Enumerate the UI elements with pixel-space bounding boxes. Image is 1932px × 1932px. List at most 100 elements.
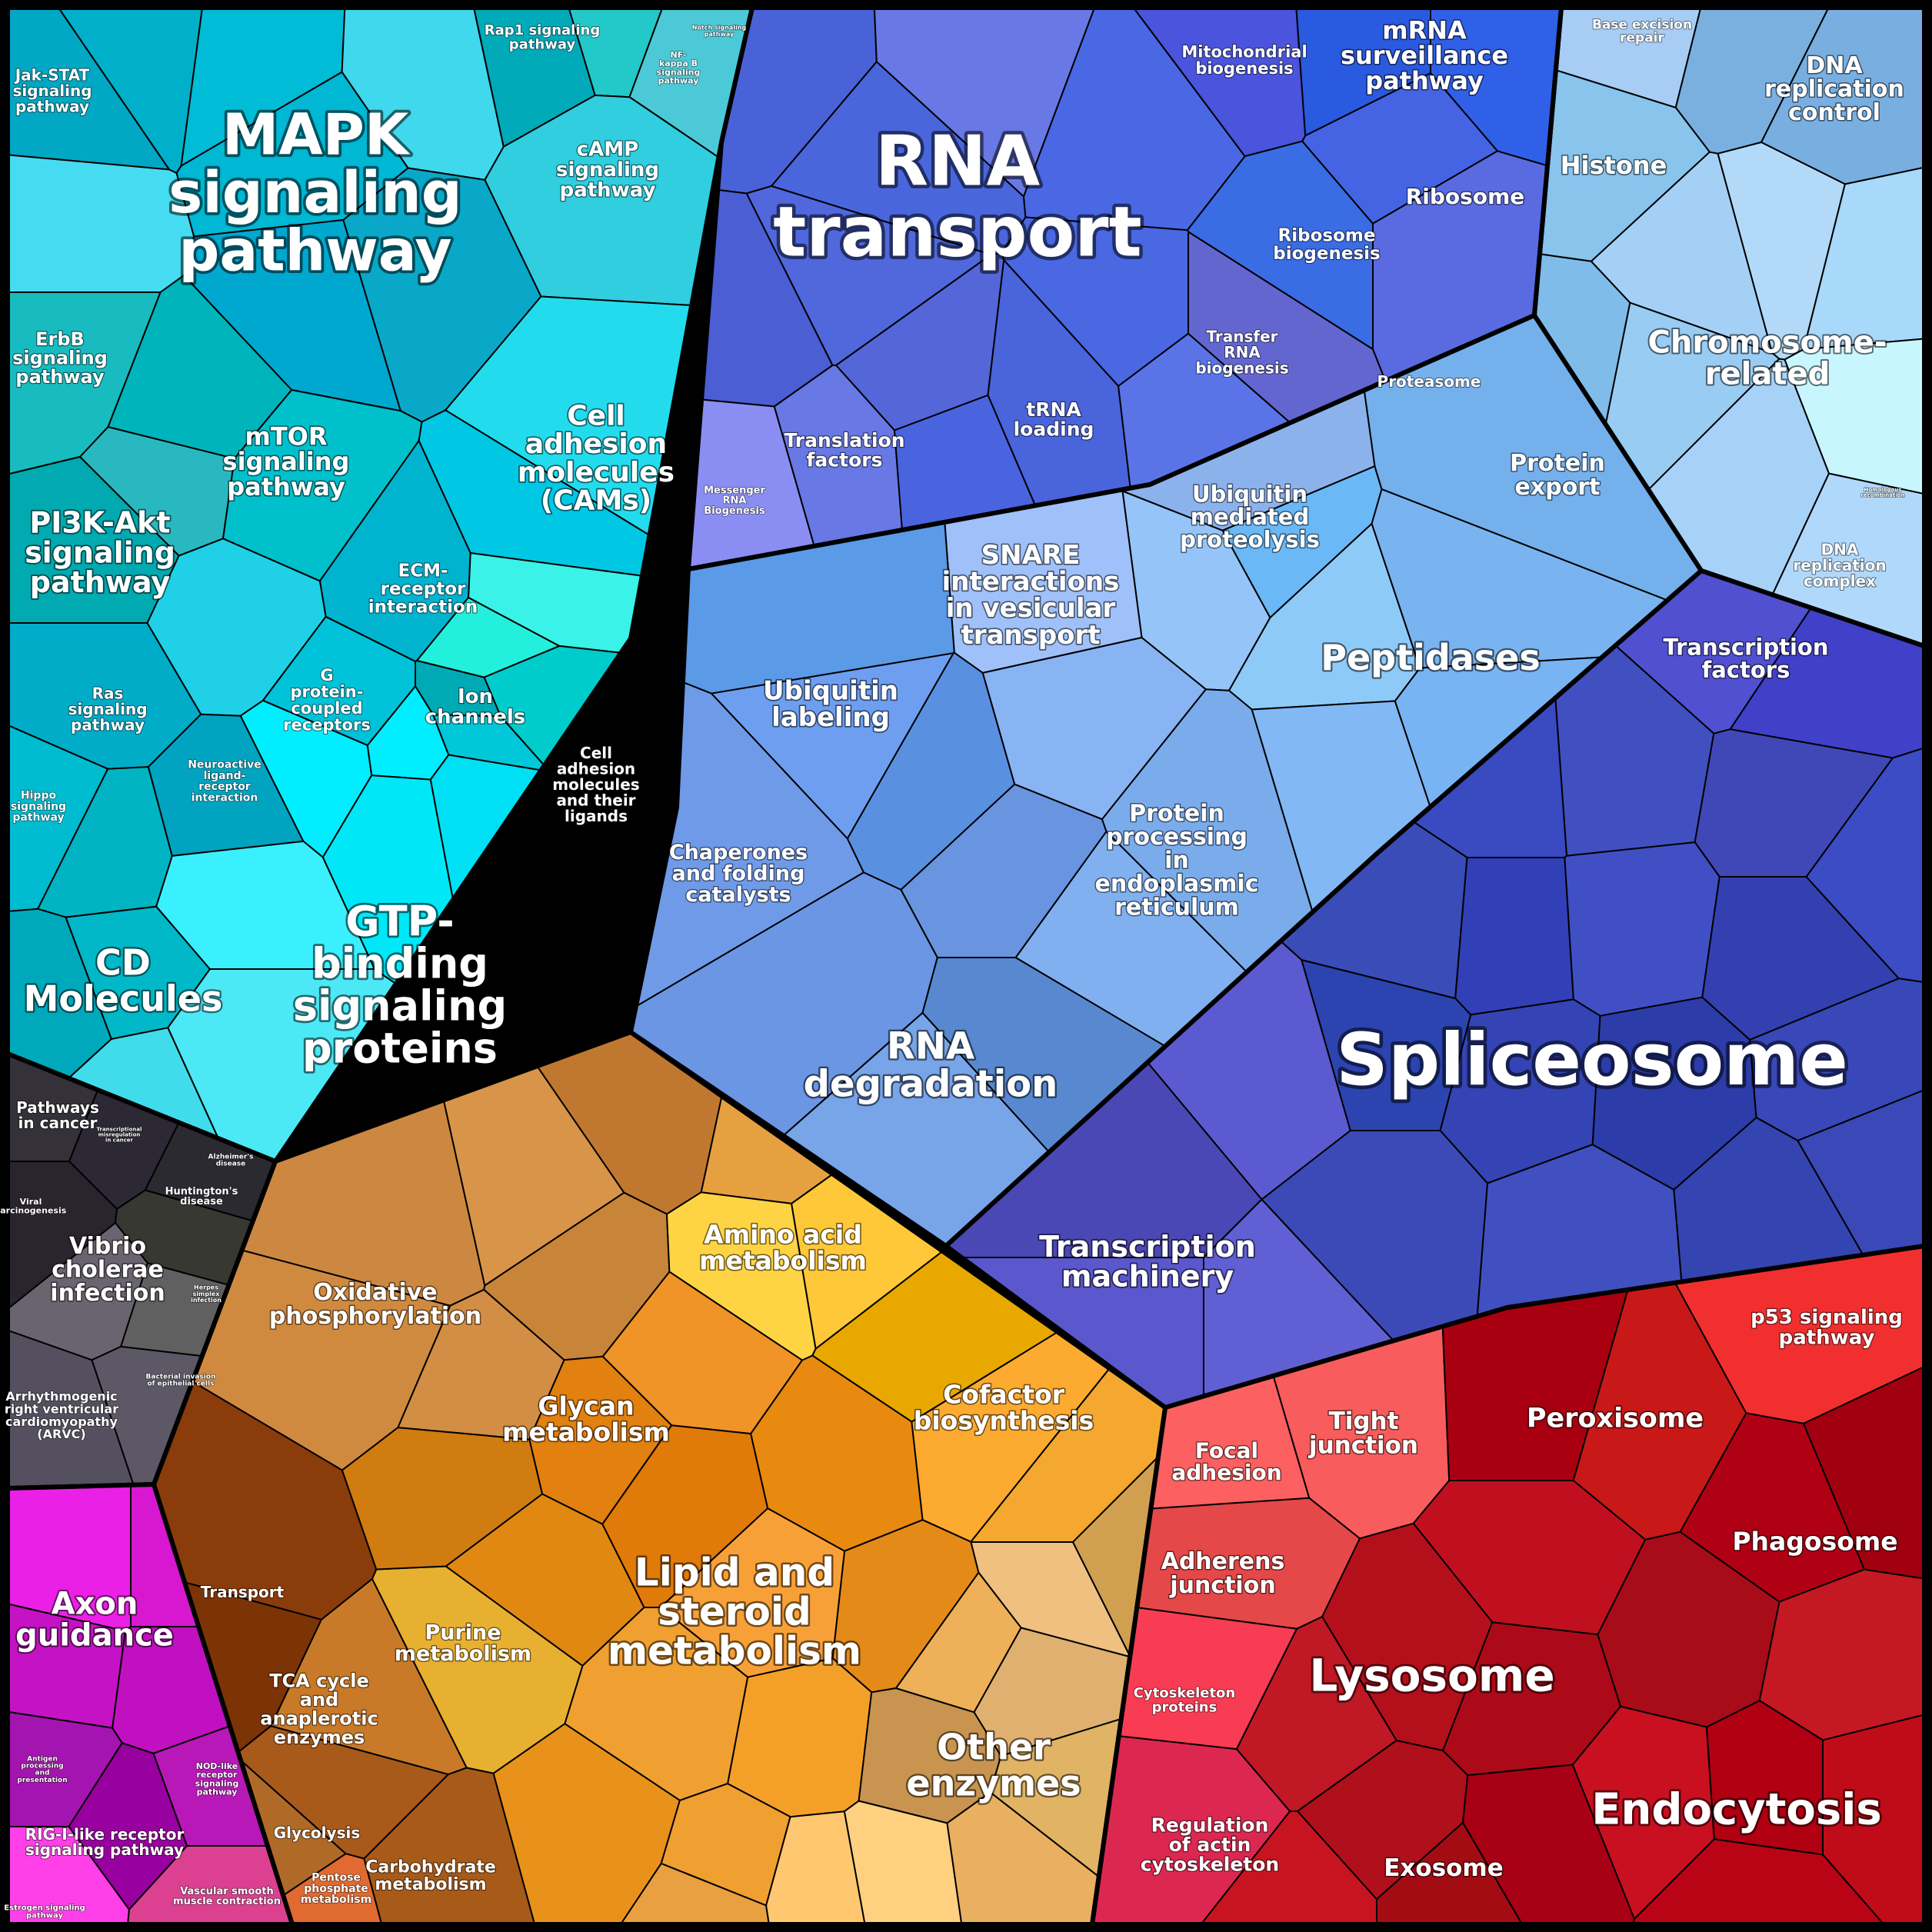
pathway-label-line: signaling pathway — [25, 1840, 184, 1859]
pathway-label-line: signaling — [12, 347, 108, 368]
pathway-label-line: DNA — [1821, 541, 1859, 559]
pathway-label-line: Ribosome — [1278, 225, 1376, 245]
pathway-label: Base excision repair — [1592, 17, 1692, 45]
pathway-label-line: Histone — [1561, 151, 1667, 180]
pathway-label: Viral carcinogenesis — [0, 1197, 67, 1215]
pathway-label-line: Cell — [580, 744, 612, 762]
pathway-label-line: repair — [1620, 31, 1664, 46]
pathway-label: RIG-I-like receptor signaling pathway — [25, 1825, 185, 1859]
pathway-label-line: Homologous — [1864, 487, 1902, 493]
pathway-label-line: factors — [807, 449, 883, 471]
pathway-label: Protein export — [1510, 450, 1605, 501]
pathway-label-line: cytoskeleton — [1141, 1853, 1279, 1875]
pathway-label-line: Ion — [458, 685, 493, 708]
pathway-label: Peptidases — [1321, 637, 1541, 678]
pathway-label-line: proteolysis — [1180, 527, 1320, 553]
pathway-label-line: NOD-like — [196, 1761, 238, 1771]
pathway-label: tRNA loading — [1014, 398, 1094, 441]
pathway-label-line: processing — [21, 1763, 63, 1770]
signaling-cell — [7, 154, 195, 293]
pathway-label-line: signaling — [11, 801, 66, 813]
pathway-label-line: Adherens — [1161, 1548, 1285, 1575]
pathway-label-line: pathway — [15, 366, 105, 388]
pathway-label-line: Amino acid — [704, 1220, 862, 1250]
pathway-label-line: biogenesis — [1195, 358, 1288, 377]
pathway-label-line: molecules — [518, 457, 675, 488]
pathway-label-line: Ras — [92, 685, 124, 703]
pathway-label-line: infection — [191, 1297, 222, 1304]
pathway-label-line: receptors — [283, 716, 371, 734]
pathway-label: PI3K-Akt signaling pathway — [25, 506, 175, 600]
pathway-label: Proteasome — [1377, 372, 1481, 391]
pathway-label-line: Notch signaling — [692, 25, 747, 32]
pathway-label-line: and — [300, 1689, 338, 1710]
pathway-label-line: biogenesis — [1195, 59, 1293, 78]
pathway-label-line: Rap1 signaling — [485, 22, 600, 38]
pathway-label-line: guidance — [15, 1617, 174, 1653]
pathway-label-line: pathway — [705, 31, 734, 38]
pathway-label-line: NF- — [671, 50, 687, 60]
pathway-label-line: p53 signaling — [1750, 1306, 1903, 1329]
pathway-label-line: ErbB — [35, 328, 85, 350]
pathway-label-line: RIG-I-like receptor — [25, 1825, 185, 1844]
pathway-label: Glycolysis — [274, 1824, 360, 1842]
pathway-label: cAMP signaling pathway — [556, 138, 659, 202]
pathway-label-line: disease — [216, 1161, 246, 1168]
pathway-label: Tight junction — [1307, 1407, 1418, 1460]
pathway-label-line: catalysts — [685, 883, 791, 907]
pathway-label: Carbohydrate metabolism — [365, 1858, 496, 1894]
pathway-label: Hippo signaling pathway — [11, 790, 66, 824]
pathway-label-line: in cancer — [105, 1138, 134, 1144]
pathway-label-line: presentation — [17, 1777, 67, 1784]
pathway-label-line: pathway — [26, 1912, 63, 1920]
pathway-label-line: ECM- — [398, 561, 448, 581]
pathway-label-line: Vibrio — [69, 1233, 146, 1260]
pathway-label-line: MAPK — [222, 102, 411, 168]
pathway-label: CD Molecules — [24, 942, 223, 1020]
pathway-label-line: Exosome — [1384, 1854, 1504, 1882]
pathway-label-line: pathway — [1779, 1326, 1875, 1349]
pathway-label-line: Phagosome — [1732, 1527, 1897, 1557]
pathway-label: Transcription machinery — [1039, 1230, 1256, 1294]
pathway-label-line: metabolism — [699, 1245, 867, 1275]
pathway-label: Other enzymes — [906, 1727, 1081, 1804]
pathway-label-line: disease — [180, 1196, 223, 1208]
pathway-label-line: labeling — [771, 702, 890, 733]
splice-cell — [1454, 857, 1574, 1016]
pathway-label-line: Transfer — [1206, 328, 1277, 346]
pathway-label-line: Cofactor — [943, 1380, 1065, 1410]
pathway-label: Cofactor biosynthesis — [914, 1380, 1094, 1436]
pathway-label-line: endoplasmic — [1095, 871, 1259, 898]
pathway-label-line: misregulation — [98, 1132, 141, 1138]
pathway-label-line: machinery — [1061, 1260, 1234, 1294]
pathway-label-line: TCA cycle — [269, 1671, 369, 1692]
pathway-label: Translation factors — [784, 429, 904, 471]
pathway-label: Ion channels — [425, 685, 526, 729]
pathway-label-line: of actin — [1169, 1834, 1251, 1856]
pathway-label-line: Estrogen signaling — [4, 1904, 85, 1912]
pathway-label-line: pathway — [1365, 66, 1484, 95]
pathway-label: Cytoskeleton proteins — [1134, 1685, 1236, 1715]
pathway-label-line: ligands — [565, 807, 628, 825]
pathway-label: MAPK signaling pathway — [168, 102, 461, 284]
pathway-label: Vibrio cholerae infection — [50, 1233, 165, 1307]
pathway-label-line: signaling — [25, 535, 175, 569]
pathway-label-line: cholerae — [52, 1257, 164, 1284]
pathway-label-line: replication — [1764, 76, 1904, 103]
pathway-label: Adherens junction — [1161, 1548, 1285, 1599]
pathway-label-line: of epithelial cells — [147, 1381, 214, 1388]
pathway-label-line: metabolism — [375, 1875, 486, 1894]
pathway-label-line: receptor — [198, 781, 251, 793]
pathway-label: SNARE interactions in vesicular transport — [942, 540, 1120, 651]
pathway-label-line: infection — [50, 1280, 165, 1307]
pathway-label-line: mTOR — [245, 422, 327, 451]
pathway-label-line: pathway — [197, 1787, 238, 1797]
pathway-label: Antigen processing and presentation — [17, 1755, 67, 1784]
pathway-label-line: channels — [425, 705, 526, 728]
pathway-label-line: Transcriptional — [96, 1126, 142, 1132]
pathway-label-line: biosynthesis — [914, 1405, 1094, 1435]
pathway-label-line: Protein — [1510, 450, 1605, 477]
pathway-label-line: proteins — [1152, 1700, 1217, 1716]
